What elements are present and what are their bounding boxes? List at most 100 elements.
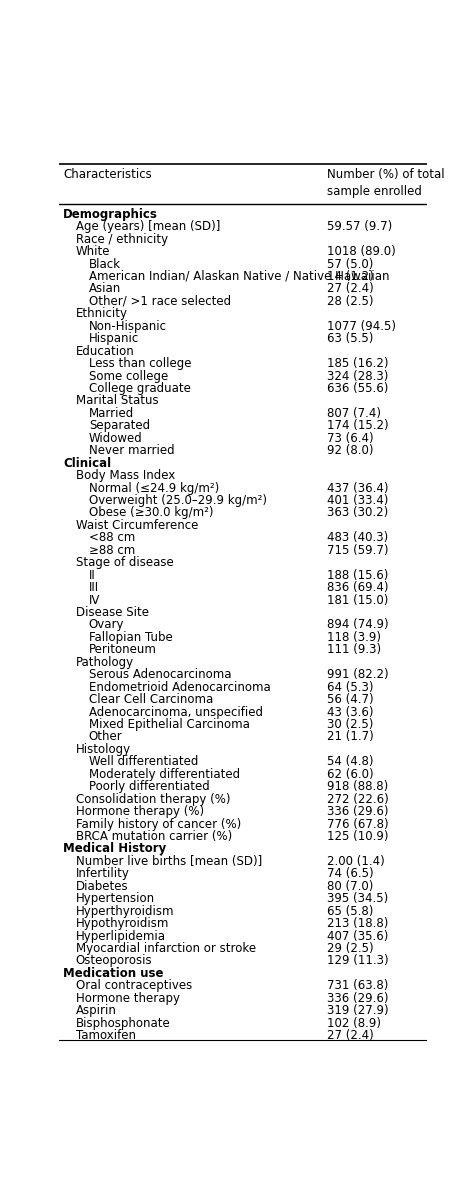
Text: Fallopian Tube: Fallopian Tube <box>89 631 173 644</box>
Text: Consolidation therapy (%): Consolidation therapy (%) <box>76 792 230 805</box>
Text: Peritoneum: Peritoneum <box>89 644 156 657</box>
Text: Hypothyroidism: Hypothyroidism <box>76 917 169 930</box>
Text: Ethnicity: Ethnicity <box>76 307 128 320</box>
Text: 272 (22.6): 272 (22.6) <box>328 792 389 805</box>
Text: Oral contraceptives: Oral contraceptives <box>76 979 192 992</box>
Text: Hypertension: Hypertension <box>76 892 155 905</box>
Text: 63 (5.5): 63 (5.5) <box>328 332 374 345</box>
Text: Myocardial infarction or stroke: Myocardial infarction or stroke <box>76 942 256 955</box>
Text: 395 (34.5): 395 (34.5) <box>328 892 389 905</box>
Text: Obese (≥30.0 kg/m²): Obese (≥30.0 kg/m²) <box>89 506 213 519</box>
Text: 27 (2.4): 27 (2.4) <box>328 282 374 295</box>
Text: 80 (7.0): 80 (7.0) <box>328 879 374 892</box>
Text: Moderately differentiated: Moderately differentiated <box>89 767 240 780</box>
Text: 188 (15.6): 188 (15.6) <box>328 568 389 581</box>
Text: Medical History: Medical History <box>63 843 166 856</box>
Text: Disease Site: Disease Site <box>76 606 149 619</box>
Text: Number live births [mean (SD)]: Number live births [mean (SD)] <box>76 855 262 867</box>
Text: 776 (67.8): 776 (67.8) <box>328 818 389 831</box>
Text: Some college: Some college <box>89 370 168 383</box>
Text: Adenocarcinoma, unspecified: Adenocarcinoma, unspecified <box>89 705 263 718</box>
Text: Separated: Separated <box>89 419 150 432</box>
Text: Clinical: Clinical <box>63 457 111 470</box>
Text: Hyperlipidemia: Hyperlipidemia <box>76 930 166 943</box>
Text: Other/ >1 race selected: Other/ >1 race selected <box>89 295 231 308</box>
Text: Aspirin: Aspirin <box>76 1004 117 1017</box>
Text: College graduate: College graduate <box>89 383 191 395</box>
Text: 111 (9.3): 111 (9.3) <box>328 644 382 657</box>
Text: American Indian/ Alaskan Native / Native Hawaiian: American Indian/ Alaskan Native / Native… <box>89 270 389 282</box>
Text: 64 (5.3): 64 (5.3) <box>328 680 374 693</box>
Text: BRCA mutation carrier (%): BRCA mutation carrier (%) <box>76 830 232 843</box>
Text: 213 (18.8): 213 (18.8) <box>328 917 389 930</box>
Text: 21 (1.7): 21 (1.7) <box>328 731 374 744</box>
Text: 1077 (94.5): 1077 (94.5) <box>328 320 396 333</box>
Text: Endometrioid Adenocarcinoma: Endometrioid Adenocarcinoma <box>89 680 271 693</box>
Text: 1018 (89.0): 1018 (89.0) <box>328 245 396 258</box>
Text: 319 (27.9): 319 (27.9) <box>328 1004 389 1017</box>
Text: II: II <box>89 568 95 581</box>
Text: Body Mass Index: Body Mass Index <box>76 470 175 483</box>
Text: Waist Circumference: Waist Circumference <box>76 519 198 532</box>
Text: 57 (5.0): 57 (5.0) <box>328 258 374 271</box>
Text: 336 (29.6): 336 (29.6) <box>328 992 389 1005</box>
Text: 73 (6.4): 73 (6.4) <box>328 432 374 445</box>
Text: Infertility: Infertility <box>76 867 130 880</box>
Text: Less than college: Less than college <box>89 357 191 370</box>
Text: Bisphosphonate: Bisphosphonate <box>76 1017 171 1030</box>
Text: Histology: Histology <box>76 743 131 756</box>
Text: ≥88 cm: ≥88 cm <box>89 544 135 557</box>
Text: 715 (59.7): 715 (59.7) <box>328 544 389 557</box>
Text: Mixed Epithelial Carcinoma: Mixed Epithelial Carcinoma <box>89 718 250 731</box>
Text: 43 (3.6): 43 (3.6) <box>328 705 374 718</box>
Text: 894 (74.9): 894 (74.9) <box>328 618 389 631</box>
Text: 65 (5.8): 65 (5.8) <box>328 905 374 918</box>
Text: 125 (10.9): 125 (10.9) <box>328 830 389 843</box>
Text: 28 (2.5): 28 (2.5) <box>328 295 374 308</box>
Text: Widowed: Widowed <box>89 432 143 445</box>
Text: 836 (69.4): 836 (69.4) <box>328 581 389 594</box>
Text: Asian: Asian <box>89 282 121 295</box>
Text: Married: Married <box>89 407 134 420</box>
Text: Black: Black <box>89 258 121 271</box>
Text: 918 (88.8): 918 (88.8) <box>328 780 389 793</box>
Text: 324 (28.3): 324 (28.3) <box>328 370 389 383</box>
Text: 102 (8.9): 102 (8.9) <box>328 1017 382 1030</box>
Text: 731 (63.8): 731 (63.8) <box>328 979 389 992</box>
Text: 92 (8.0): 92 (8.0) <box>328 444 374 457</box>
Text: Stage of disease: Stage of disease <box>76 557 173 570</box>
Text: Characteristics: Characteristics <box>63 168 152 181</box>
Text: 174 (15.2): 174 (15.2) <box>328 419 389 432</box>
Text: Demographics: Demographics <box>63 207 158 221</box>
Text: 437 (36.4): 437 (36.4) <box>328 481 389 494</box>
Text: 991 (82.2): 991 (82.2) <box>328 669 389 681</box>
Text: Hormone therapy (%): Hormone therapy (%) <box>76 805 204 818</box>
Text: Non-Hispanic: Non-Hispanic <box>89 320 167 333</box>
Text: 407 (35.6): 407 (35.6) <box>328 930 389 943</box>
Text: Number (%) of total
sample enrolled: Number (%) of total sample enrolled <box>328 168 445 199</box>
Text: Hormone therapy: Hormone therapy <box>76 992 180 1005</box>
Text: Hyperthyroidism: Hyperthyroidism <box>76 905 174 918</box>
Text: Age (years) [mean (SD)]: Age (years) [mean (SD)] <box>76 220 220 233</box>
Text: Hispanic: Hispanic <box>89 332 139 345</box>
Text: Tamoxifen: Tamoxifen <box>76 1029 136 1042</box>
Text: 54 (4.8): 54 (4.8) <box>328 756 374 769</box>
Text: Race / ethnicity: Race / ethnicity <box>76 233 168 246</box>
Text: 29 (2.5): 29 (2.5) <box>328 942 374 955</box>
Text: Osteoporosis: Osteoporosis <box>76 955 153 967</box>
Text: 27 (2.4): 27 (2.4) <box>328 1029 374 1042</box>
Text: IV: IV <box>89 593 100 606</box>
Text: 62 (6.0): 62 (6.0) <box>328 767 374 780</box>
Text: Marital Status: Marital Status <box>76 394 158 407</box>
Text: 181 (15.0): 181 (15.0) <box>328 593 389 606</box>
Text: Clear Cell Carcinoma: Clear Cell Carcinoma <box>89 693 213 706</box>
Text: 336 (29.6): 336 (29.6) <box>328 805 389 818</box>
Text: Never married: Never married <box>89 444 174 457</box>
Text: Ovary: Ovary <box>89 618 124 631</box>
Text: White: White <box>76 245 110 258</box>
Text: 2.00 (1.4): 2.00 (1.4) <box>328 855 385 867</box>
Text: Other: Other <box>89 731 122 744</box>
Text: Well differentiated: Well differentiated <box>89 756 198 769</box>
Text: Education: Education <box>76 345 135 358</box>
Text: 59.57 (9.7): 59.57 (9.7) <box>328 220 392 233</box>
